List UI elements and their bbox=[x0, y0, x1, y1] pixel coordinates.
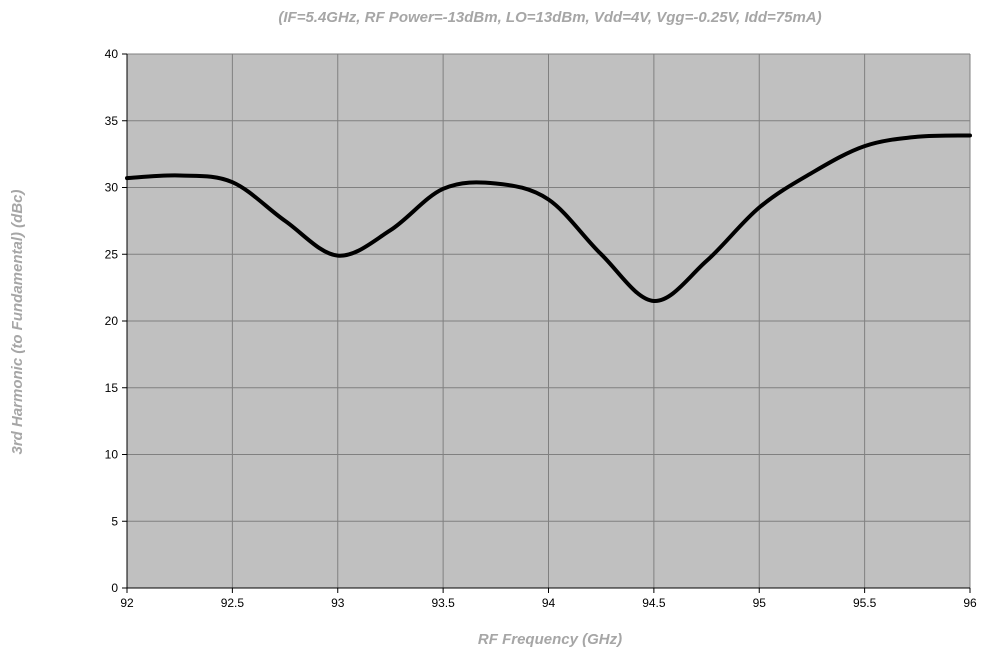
x-tick-label: 95 bbox=[753, 596, 767, 610]
plot-area: 0 5 10 15 20 25 30 35 40 92 92.5 93 93.5 94 94.5 95 95.5… bbox=[105, 47, 977, 610]
series-line bbox=[125, 133, 972, 303]
y-tick-label: 25 bbox=[105, 247, 119, 261]
x-tick-label: 94.5 bbox=[642, 596, 666, 610]
x-tick-label: 96 bbox=[963, 596, 977, 610]
x-tick-label: 95.5 bbox=[853, 596, 877, 610]
y-tick-label: 0 bbox=[111, 581, 118, 595]
y-axis-title: 3rd Harmonic (to Fundamental) (dBc) bbox=[9, 189, 26, 454]
x-tick-label: 93.5 bbox=[431, 596, 455, 610]
x-tick-label: 93 bbox=[331, 596, 345, 610]
y-tick-label: 40 bbox=[105, 47, 119, 61]
x-tick-label: 94 bbox=[542, 596, 556, 610]
x-tick-label: 92.5 bbox=[221, 596, 245, 610]
y-tick-label: 30 bbox=[105, 181, 119, 195]
y-tick-label: 20 bbox=[105, 314, 119, 328]
x-tick-label: 92 bbox=[120, 596, 134, 610]
y-tick-label: 10 bbox=[105, 448, 119, 462]
y-tick-label: 5 bbox=[111, 514, 118, 528]
chart-subtitle: (IF=5.4GHz, RF Power=-13dBm, LO=13dBm, V… bbox=[278, 9, 821, 26]
y-tick-label: 15 bbox=[105, 381, 119, 395]
y-tick-label: 35 bbox=[105, 114, 119, 128]
x-axis-title: RF Frequency (GHz) bbox=[478, 631, 622, 648]
